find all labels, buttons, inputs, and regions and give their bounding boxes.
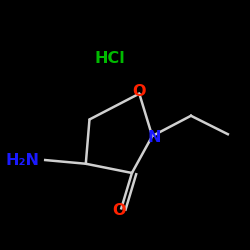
Text: O: O [113,203,126,218]
Text: HCl: HCl [94,51,125,66]
Text: N: N [147,130,161,146]
Text: H₂N: H₂N [6,152,40,168]
Text: O: O [132,84,146,99]
